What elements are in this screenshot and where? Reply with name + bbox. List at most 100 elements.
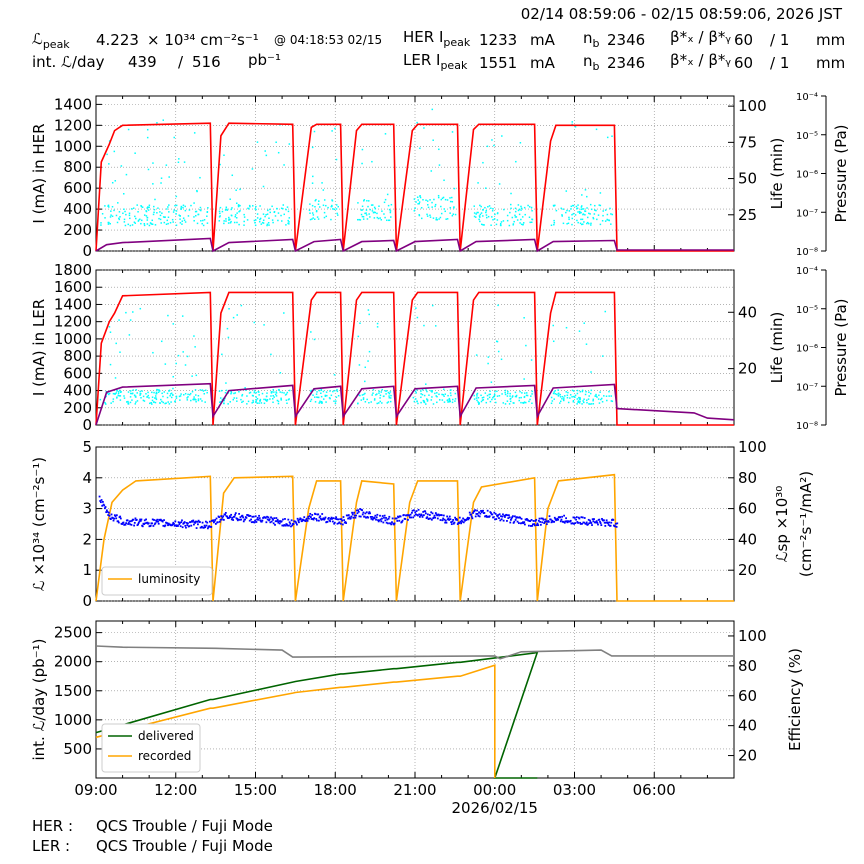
lifetime-point — [376, 402, 378, 405]
lifetime-point — [448, 398, 451, 401]
lifetime-point — [606, 399, 608, 402]
lifetime-point — [231, 207, 233, 209]
lifetime-point — [173, 209, 175, 211]
lifetime-point — [376, 393, 378, 395]
specific-luminosity-point — [319, 515, 322, 518]
lifetime-point — [134, 403, 137, 405]
lifetime-point — [181, 220, 184, 222]
footer-ler-label: LER : — [32, 837, 71, 855]
lifetime-point — [522, 223, 524, 226]
lifetime-point — [473, 394, 476, 397]
specific-luminosity-point — [593, 518, 595, 520]
specific-luminosity-point — [541, 517, 544, 520]
lifetime-point — [254, 222, 256, 224]
lifetime-point — [422, 198, 424, 201]
lifetime-point — [431, 390, 433, 392]
specific-luminosity-point — [506, 514, 509, 517]
lifetime-point — [239, 204, 241, 207]
specific-luminosity-point — [242, 520, 245, 523]
lifetime-point — [478, 218, 480, 221]
lifetime-point — [554, 204, 556, 207]
lifetime-point — [322, 204, 325, 207]
lifetime-point — [529, 398, 531, 401]
lifetime-point — [243, 220, 245, 223]
lifetime-point — [275, 395, 278, 397]
lifetime-point — [448, 400, 451, 403]
lifetime-point — [257, 391, 260, 393]
lifetime-point — [163, 216, 166, 219]
lifetime-point — [585, 390, 587, 393]
lifetime-point — [140, 397, 142, 399]
lifetime-point — [416, 196, 419, 198]
ler-nb-sub: b — [592, 60, 600, 73]
lifetime-point — [311, 212, 314, 214]
lifetime-point — [322, 189, 325, 191]
lifetime-point — [336, 212, 338, 215]
specific-luminosity-point — [375, 516, 378, 519]
specific-luminosity-point — [605, 519, 608, 522]
lifetime-point — [372, 389, 375, 391]
lifetime-point — [308, 209, 311, 212]
lifetime-point — [143, 400, 146, 402]
specific-luminosity-point — [385, 521, 388, 524]
specific-luminosity-point — [381, 517, 383, 520]
lifetime-point — [504, 403, 507, 405]
lifetime-point — [197, 213, 200, 216]
lifetime-point — [479, 213, 482, 216]
lifetime-point — [159, 402, 161, 404]
specific-luminosity-point — [367, 512, 370, 515]
lifetime-point — [111, 181, 114, 184]
lifetime-point — [256, 213, 259, 215]
specific-luminosity-point — [417, 508, 420, 511]
lifetime-point — [494, 398, 496, 400]
lifetime-point — [175, 195, 178, 198]
lifetime-point — [175, 213, 177, 215]
lifetime-point — [234, 214, 237, 216]
lifetime-point — [160, 182, 162, 184]
lifetime-point — [196, 222, 199, 225]
lifetime-point — [430, 399, 433, 401]
specific-luminosity-point — [549, 518, 552, 521]
lifetime-point — [229, 401, 232, 403]
lifetime-point — [569, 394, 572, 396]
specific-luminosity-point — [330, 516, 333, 519]
lifetime-point — [124, 224, 127, 227]
lifetime-point — [169, 393, 172, 395]
lifetime-point — [381, 210, 383, 212]
lifetime-point — [580, 206, 583, 208]
lifetime-point — [179, 395, 182, 397]
specific-luminosity-point — [133, 521, 136, 524]
specific-luminosity-point — [501, 515, 504, 518]
y-tick-label: 200 — [63, 221, 92, 239]
lifetime-point — [487, 215, 490, 218]
lifetime-point — [271, 205, 273, 208]
specific-luminosity-point — [190, 524, 193, 527]
lifetime-point — [571, 217, 574, 220]
lifetime-point — [589, 392, 592, 395]
lifetime-point — [416, 316, 419, 319]
lifetime-point — [432, 139, 434, 141]
specific-luminosity-point — [153, 523, 156, 526]
lifetime-point — [170, 392, 173, 395]
lifetime-point — [255, 399, 258, 401]
specific-luminosity-point — [466, 518, 468, 520]
lifetime-point — [246, 395, 248, 397]
lifetime-point — [494, 390, 496, 393]
lifetime-point — [425, 383, 427, 385]
lifetime-point — [177, 354, 180, 357]
specific-luminosity-point — [508, 516, 511, 519]
lifetime-point — [274, 215, 277, 217]
lifetime-point — [158, 389, 160, 391]
lifetime-point — [449, 200, 452, 203]
lifetime-point — [579, 400, 581, 403]
lifetime-point — [520, 205, 522, 208]
ler-ipeak-value: 1551 — [479, 54, 518, 72]
lifetime-point — [180, 205, 183, 208]
lifetime-point — [513, 220, 515, 223]
lifetime-point — [258, 394, 260, 396]
lifetime-point — [131, 392, 133, 395]
specific-luminosity-point — [310, 518, 313, 520]
lifetime-point — [497, 304, 499, 307]
specific-luminosity-point — [271, 517, 274, 520]
specific-luminosity-point — [587, 523, 589, 526]
